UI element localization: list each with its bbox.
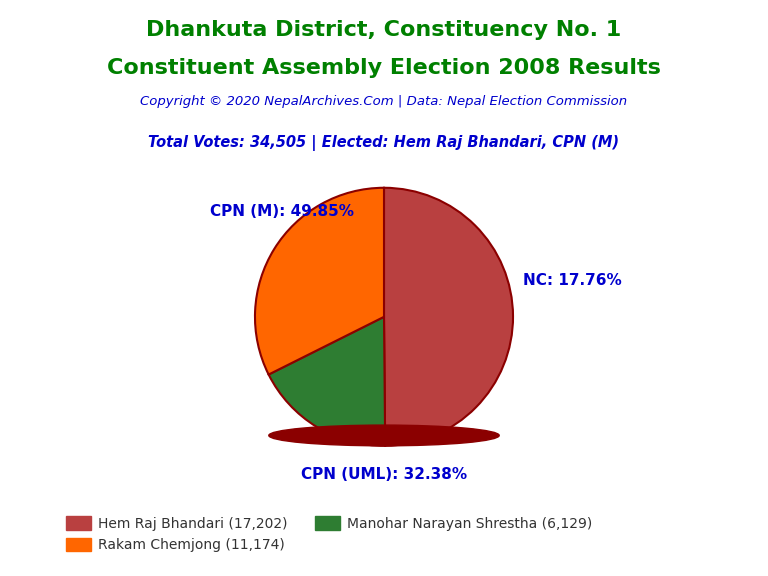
Text: Dhankuta District, Constituency No. 1: Dhankuta District, Constituency No. 1 <box>147 20 621 40</box>
Wedge shape <box>384 188 513 446</box>
Text: CPN (M): 49.85%: CPN (M): 49.85% <box>210 203 354 218</box>
Wedge shape <box>255 188 384 374</box>
Text: Total Votes: 34,505 | Elected: Hem Raj Bhandari, CPN (M): Total Votes: 34,505 | Elected: Hem Raj B… <box>148 135 620 151</box>
Text: CPN (UML): 32.38%: CPN (UML): 32.38% <box>301 467 467 482</box>
Text: Constituent Assembly Election 2008 Results: Constituent Assembly Election 2008 Resul… <box>107 58 661 78</box>
Ellipse shape <box>269 425 499 446</box>
Text: NC: 17.76%: NC: 17.76% <box>523 273 622 288</box>
Text: Copyright © 2020 NepalArchives.Com | Data: Nepal Election Commission: Copyright © 2020 NepalArchives.Com | Dat… <box>141 95 627 108</box>
Wedge shape <box>269 317 386 446</box>
Legend: Hem Raj Bhandari (17,202), Rakam Chemjong (11,174), Manohar Narayan Shrestha (6,: Hem Raj Bhandari (17,202), Rakam Chemjon… <box>61 511 598 558</box>
